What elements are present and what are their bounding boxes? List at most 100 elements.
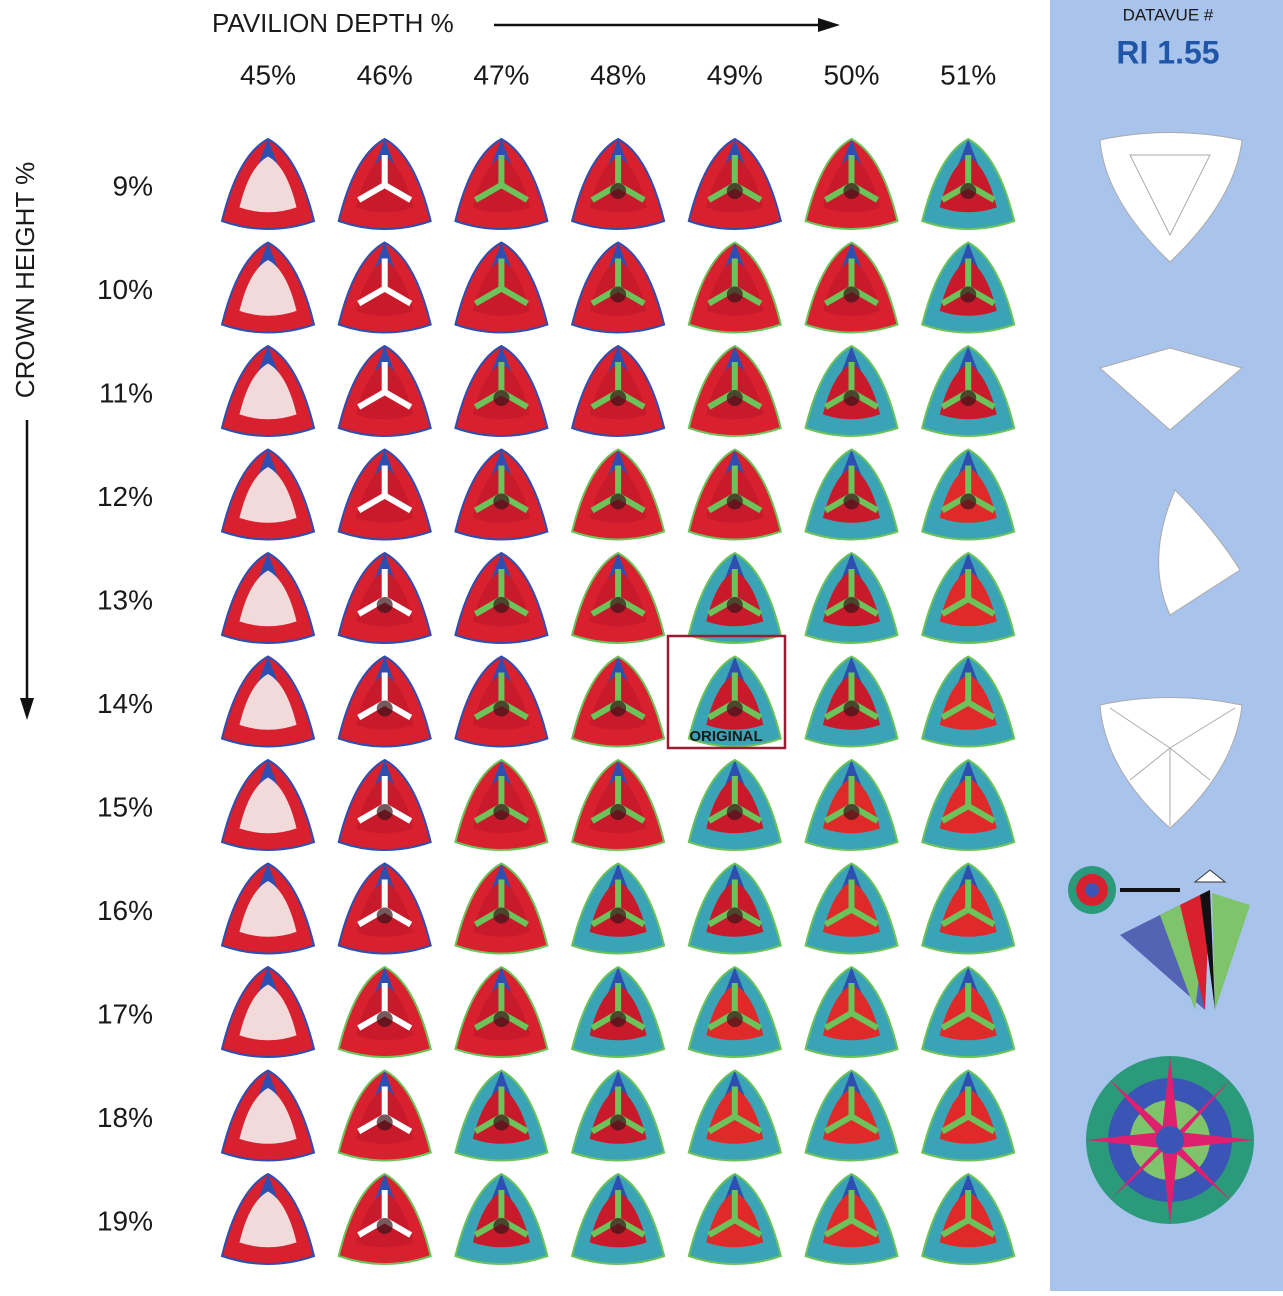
gem-ray bbox=[940, 596, 970, 617]
gem-accent bbox=[258, 863, 278, 890]
gem-dark bbox=[726, 597, 743, 613]
gem-rim bbox=[454, 551, 549, 644]
gem-icon bbox=[337, 551, 432, 644]
gem-rim bbox=[921, 448, 1016, 541]
gem-accent bbox=[958, 760, 979, 786]
gem-accent bbox=[958, 656, 979, 683]
gem-dark bbox=[493, 1011, 510, 1027]
gem-ray bbox=[966, 906, 996, 928]
gem-rim bbox=[804, 1069, 899, 1162]
gem-rim bbox=[570, 551, 666, 644]
gem-core bbox=[239, 156, 297, 213]
gem-dark bbox=[376, 907, 393, 924]
gem-ray bbox=[824, 1113, 853, 1135]
gem-rim bbox=[454, 1172, 549, 1265]
gem-ray bbox=[966, 1010, 996, 1031]
gem-rim bbox=[220, 137, 316, 230]
gem-icon bbox=[337, 137, 432, 230]
gem-core bbox=[239, 777, 297, 834]
gem-icon bbox=[804, 965, 899, 1058]
column-label: 50% bbox=[823, 59, 879, 90]
gem-accent bbox=[958, 1174, 979, 1200]
gem-dark bbox=[610, 1218, 627, 1234]
row-label: 11% bbox=[99, 377, 153, 408]
gem-icon bbox=[337, 965, 432, 1058]
gem-icon bbox=[454, 1069, 549, 1162]
gem-ray bbox=[966, 1217, 996, 1238]
gem-icon bbox=[570, 241, 666, 334]
gem-icon bbox=[337, 344, 432, 437]
row-label: 17% bbox=[97, 998, 153, 1029]
sidebar-rosette-large bbox=[1086, 1056, 1254, 1224]
gem-accent bbox=[258, 449, 278, 476]
gem-icon bbox=[570, 758, 666, 851]
gem-dark bbox=[726, 907, 743, 924]
gem-rim bbox=[687, 448, 782, 541]
gem-dark bbox=[726, 700, 743, 717]
gem-accent bbox=[374, 139, 395, 165]
gem-rim bbox=[921, 344, 1016, 437]
gem-icon bbox=[220, 1172, 316, 1265]
gem-accent bbox=[608, 449, 629, 476]
gem-accent bbox=[374, 242, 395, 269]
gem-rim bbox=[570, 448, 666, 541]
gem-dark bbox=[726, 1011, 743, 1027]
gem-icon bbox=[570, 1172, 666, 1265]
gem-icon bbox=[220, 344, 316, 437]
gem-ray bbox=[940, 1113, 970, 1135]
gem-icon bbox=[337, 448, 432, 541]
gem-ray bbox=[850, 1010, 879, 1031]
gem-icon bbox=[454, 551, 549, 644]
gem-icon bbox=[454, 448, 549, 541]
gem-dark bbox=[843, 390, 860, 406]
gem-dark bbox=[610, 907, 627, 924]
gem-accent bbox=[491, 1070, 512, 1097]
icon-grid bbox=[220, 137, 1016, 1265]
gem-rim bbox=[570, 137, 666, 230]
gem-icon bbox=[687, 241, 782, 334]
row-label: 16% bbox=[97, 895, 153, 926]
column-label: 47% bbox=[473, 59, 529, 90]
gem-rim bbox=[921, 965, 1016, 1058]
gem-icon bbox=[337, 1069, 432, 1162]
gem-rim bbox=[337, 551, 432, 644]
gem-core bbox=[239, 363, 297, 420]
gem-dark bbox=[610, 597, 627, 613]
y-title: CROWN HEIGHT % bbox=[10, 162, 40, 398]
gem-dark bbox=[493, 597, 510, 613]
gem-ray bbox=[940, 906, 970, 928]
gem-icon bbox=[454, 965, 549, 1058]
gem-rim bbox=[454, 344, 549, 437]
gem-icon bbox=[687, 862, 782, 955]
gem-icon bbox=[337, 241, 432, 334]
gem-dark bbox=[376, 804, 393, 820]
gem-ray bbox=[473, 182, 503, 203]
gem-rim bbox=[804, 241, 899, 334]
gem-core bbox=[239, 673, 297, 730]
gem-dark bbox=[843, 597, 860, 613]
gem-ray bbox=[940, 699, 970, 721]
gem-accent bbox=[258, 1174, 278, 1200]
gem-ray bbox=[357, 182, 387, 203]
gem-icon bbox=[220, 137, 316, 230]
gem-icon bbox=[804, 1172, 899, 1265]
gem-core bbox=[239, 880, 297, 937]
gem-rim bbox=[220, 1069, 316, 1162]
gem-accent bbox=[491, 346, 512, 372]
gem-dark bbox=[493, 493, 510, 510]
gem-core bbox=[239, 466, 297, 523]
gem-dark bbox=[610, 493, 627, 510]
title: PAVILION DEPTH % bbox=[212, 8, 454, 38]
gem-ray bbox=[824, 1217, 853, 1238]
gem-accent bbox=[491, 863, 512, 890]
highlight-box bbox=[666, 634, 787, 750]
gem-accent bbox=[724, 656, 745, 683]
gem-ray bbox=[966, 803, 996, 824]
gem-rim bbox=[570, 758, 666, 851]
gem-accent bbox=[724, 553, 745, 579]
gem-accent bbox=[374, 863, 395, 890]
gem-rim bbox=[454, 1069, 549, 1162]
gem-rim bbox=[337, 862, 432, 955]
gem-icon bbox=[220, 965, 316, 1058]
gem-accent bbox=[841, 1070, 862, 1097]
